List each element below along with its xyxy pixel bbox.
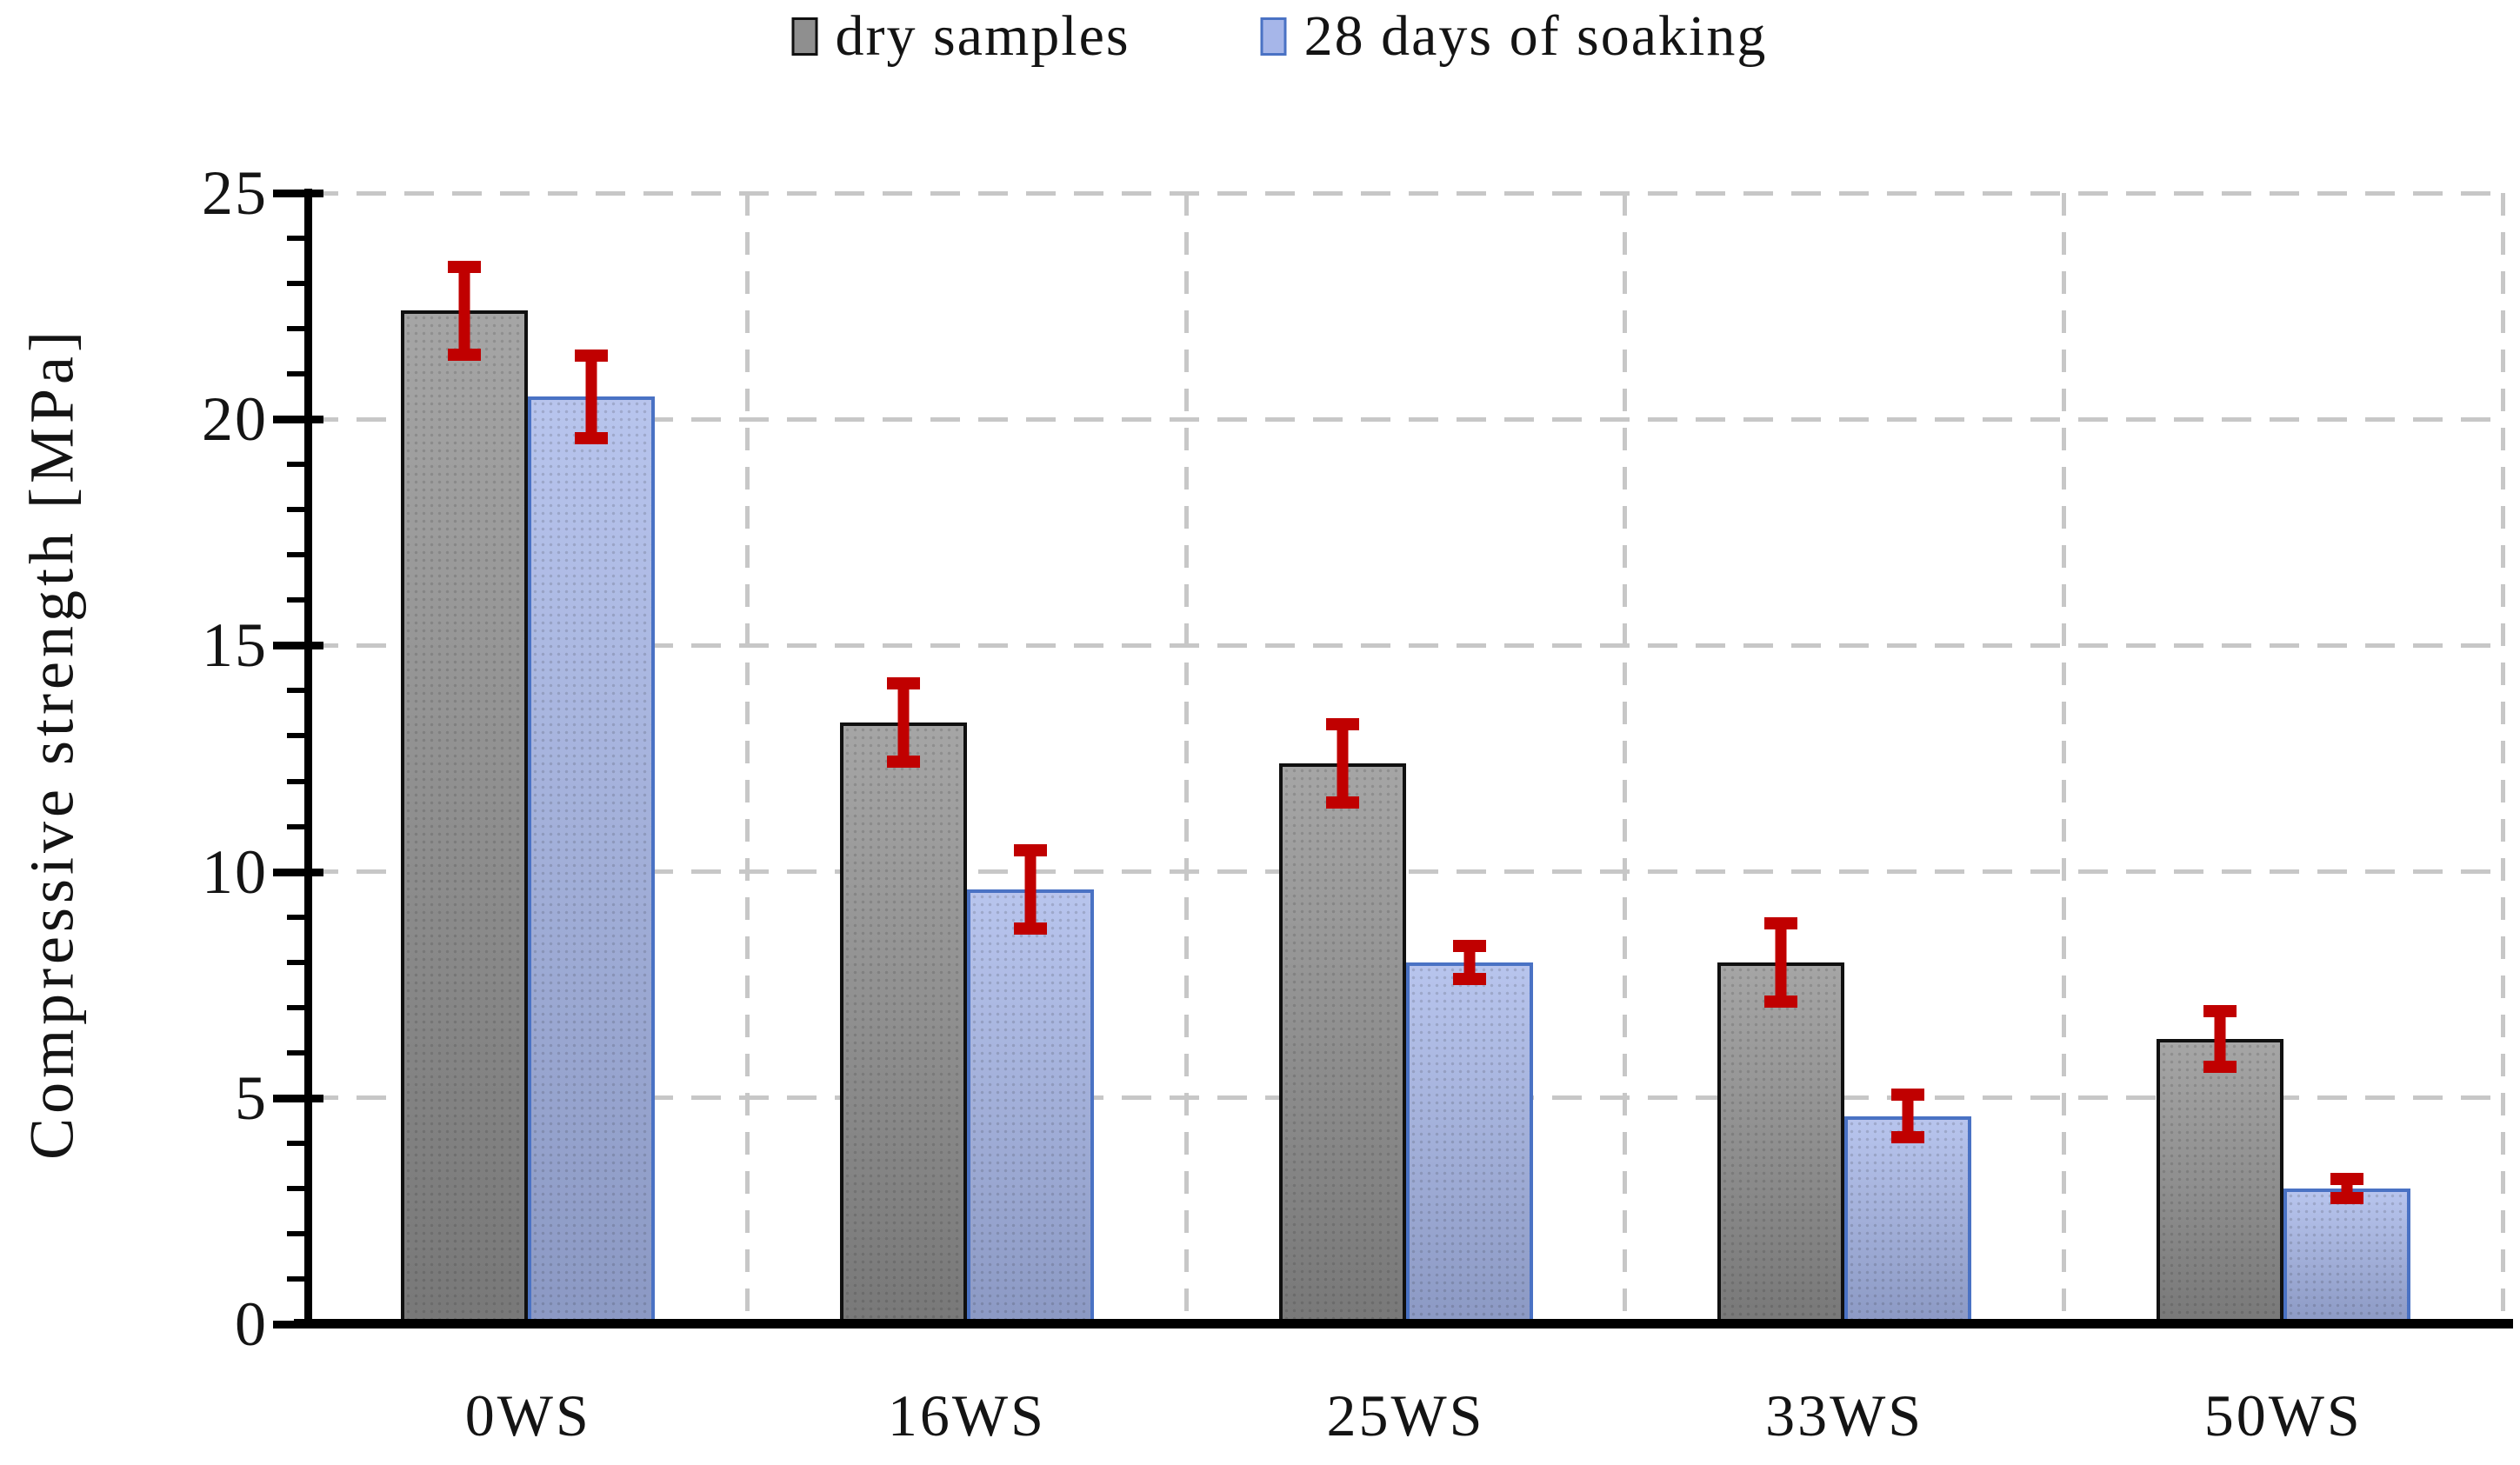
bar-soaked-33WS xyxy=(1844,1115,1972,1328)
y-tick-minor-16 xyxy=(287,597,311,603)
gridline-vertical-1 xyxy=(745,193,750,1319)
y-tick-major-25 xyxy=(273,190,323,197)
legend: dry samples 28 days of soaking xyxy=(791,3,1767,70)
gridline-vertical-3 xyxy=(1623,193,1628,1319)
error-bar-cap-bottom xyxy=(1325,796,1359,809)
bar-soaked-50WS xyxy=(2283,1188,2410,1328)
error-bar-cap-bottom xyxy=(2330,1192,2363,1205)
gridline-horizontal-15 xyxy=(309,643,2503,648)
y-tick-label-5: 5 xyxy=(235,1062,268,1133)
y-tick-label-20: 20 xyxy=(202,384,268,455)
error-bar-cap-bottom xyxy=(448,348,482,361)
y-tick-minor-2 xyxy=(287,1230,311,1236)
y-tick-minor-12 xyxy=(287,778,311,784)
y-tick-label-10: 10 xyxy=(202,836,268,907)
legend-swatch-soaked-icon xyxy=(1260,17,1287,56)
bar-soaked-16WS xyxy=(966,889,1094,1328)
legend-swatch-dry-icon xyxy=(791,17,818,56)
y-tick-minor-14 xyxy=(287,688,311,694)
y-tick-minor-23 xyxy=(287,281,311,287)
gridline-horizontal-10 xyxy=(309,869,2503,875)
y-tick-minor-9 xyxy=(287,914,311,920)
y-tick-label-0: 0 xyxy=(235,1289,268,1359)
y-tick-minor-4 xyxy=(287,1140,311,1146)
y-tick-minor-17 xyxy=(287,552,311,558)
error-bar-cap-bottom xyxy=(1891,1130,1925,1143)
error-bar-soaked-33WS xyxy=(1891,1089,1925,1143)
y-tick-major-15 xyxy=(273,642,323,650)
y-tick-minor-19 xyxy=(287,462,311,468)
bar-dry-25WS xyxy=(1278,762,1406,1328)
legend-item-soaked: 28 days of soaking xyxy=(1260,3,1768,70)
y-tick-major-10 xyxy=(273,868,323,876)
bar-dry-50WS xyxy=(2156,1039,2283,1328)
error-bar-stem xyxy=(2214,1005,2226,1074)
y-tick-minor-11 xyxy=(287,823,311,829)
gridline-vertical-2 xyxy=(1183,193,1189,1319)
error-bar-soaked-50WS xyxy=(2330,1172,2363,1205)
error-bar-soaked-0WS xyxy=(575,349,609,444)
y-tick-minor-18 xyxy=(287,507,311,513)
error-bar-stem xyxy=(1337,717,1348,809)
gridline-vertical-4 xyxy=(2061,193,2066,1319)
y-tick-major-0 xyxy=(273,1321,323,1328)
y-tick-minor-24 xyxy=(287,236,311,242)
error-bar-stem xyxy=(458,261,470,361)
y-tick-minor-8 xyxy=(287,959,311,965)
error-bar-soaked-25WS xyxy=(1452,939,1486,985)
x-tick-label-16WS: 16WS xyxy=(887,1382,1046,1448)
y-axis-line xyxy=(304,189,312,1328)
gridline-horizontal-20 xyxy=(309,416,2503,422)
error-bar-cap-bottom xyxy=(1764,995,1798,1008)
error-bar-stem xyxy=(897,676,910,768)
error-bar-stem xyxy=(1024,844,1037,936)
bar-dry-0WS xyxy=(401,310,529,1328)
y-tick-minor-3 xyxy=(287,1185,311,1191)
y-tick-minor-22 xyxy=(287,326,311,332)
error-bar-dry-16WS xyxy=(886,676,920,768)
error-bar-stem xyxy=(1775,916,1787,1008)
y-tick-minor-6 xyxy=(287,1049,311,1055)
x-tick-label-25WS: 25WS xyxy=(1326,1382,1485,1448)
legend-label-dry: dry samples xyxy=(835,4,1130,68)
x-tick-label-0WS: 0WS xyxy=(464,1382,591,1448)
error-bar-cap-bottom xyxy=(1013,922,1047,936)
x-tick-label-33WS: 33WS xyxy=(1765,1382,1924,1448)
gridline-horizontal-25 xyxy=(309,190,2503,196)
y-tick-major-5 xyxy=(273,1094,323,1102)
error-bar-cap-bottom xyxy=(575,431,609,444)
error-bar-cap-bottom xyxy=(2203,1061,2237,1074)
x-tick-label-50WS: 50WS xyxy=(2203,1382,2363,1448)
y-tick-minor-1 xyxy=(287,1275,311,1282)
y-tick-minor-7 xyxy=(287,1004,311,1010)
bar-dry-16WS xyxy=(839,722,967,1328)
error-bar-dry-0WS xyxy=(448,261,482,361)
error-bar-cap-bottom xyxy=(1452,972,1486,985)
error-bar-stem xyxy=(1902,1089,1914,1143)
y-tick-minor-13 xyxy=(287,733,311,739)
error-bar-dry-25WS xyxy=(1325,717,1359,809)
gridline-vertical-5 xyxy=(2500,193,2505,1319)
x-axis-line xyxy=(294,1319,2513,1328)
bar-dry-33WS xyxy=(1717,962,1845,1328)
error-bar-soaked-16WS xyxy=(1013,844,1047,936)
y-tick-major-20 xyxy=(273,416,323,424)
legend-item-dry: dry samples xyxy=(791,3,1130,70)
error-bar-dry-50WS xyxy=(2203,1005,2237,1074)
y-tick-minor-21 xyxy=(287,371,311,377)
bar-soaked-25WS xyxy=(1405,962,1533,1328)
y-tick-label-15: 15 xyxy=(202,610,268,681)
error-bar-stem xyxy=(585,349,597,444)
legend-label-soaked: 28 days of soaking xyxy=(1303,4,1768,68)
error-bar-cap-bottom xyxy=(886,755,920,768)
y-tick-label-25: 25 xyxy=(202,158,268,228)
error-bar-dry-33WS xyxy=(1764,916,1798,1008)
bar-soaked-0WS xyxy=(528,396,656,1328)
